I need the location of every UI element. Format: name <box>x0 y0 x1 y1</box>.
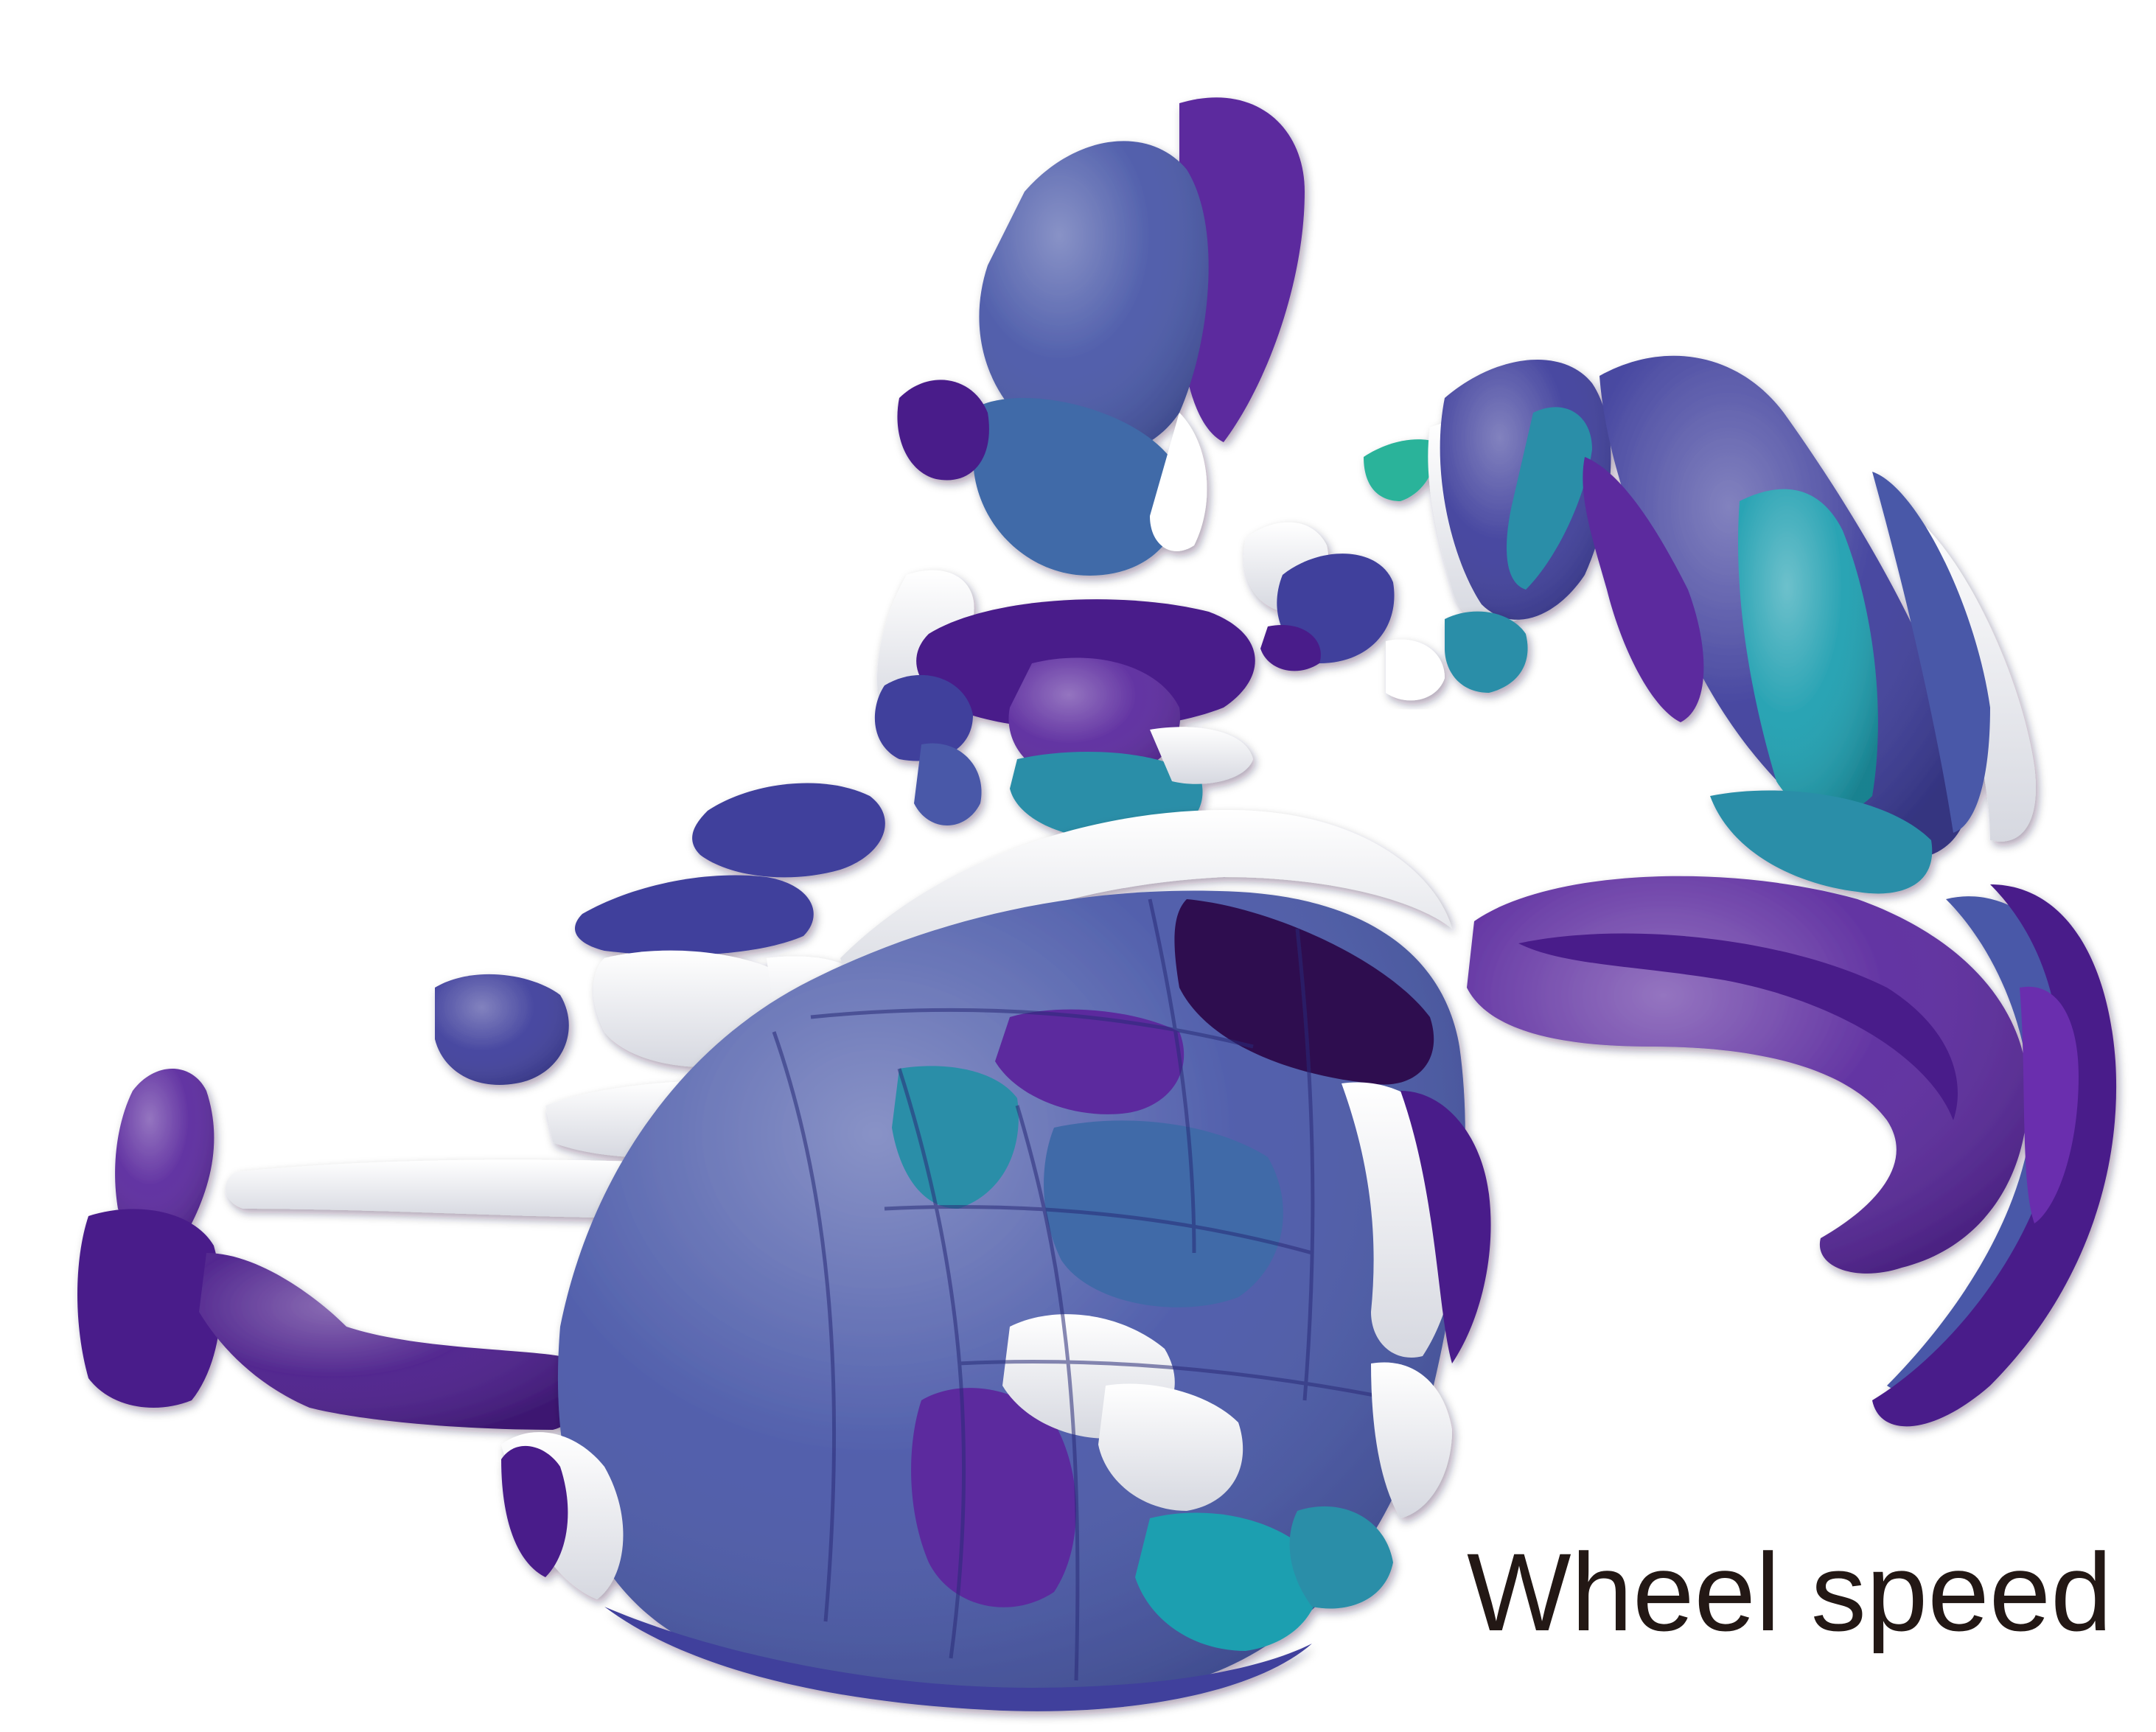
dome-purple-panel-1 <box>995 1009 1185 1114</box>
left-tail <box>77 1069 579 1430</box>
arch-base <box>1386 611 1528 701</box>
dome-white-rim-top <box>840 810 1452 1002</box>
top-left-tip <box>897 380 989 481</box>
caption-label: Wheel speed <box>1467 1530 2113 1654</box>
dome-left-purple <box>501 1445 568 1577</box>
mid-left-lobe <box>874 674 973 761</box>
middle-cluster <box>874 522 1395 840</box>
dome-dark-band-lower <box>604 1607 1312 1711</box>
right-arch <box>1364 355 2036 894</box>
upper-cluster <box>897 97 1305 576</box>
top-cap <box>1179 97 1305 442</box>
dome-aqua-panel <box>1135 1512 1321 1651</box>
tail-foot <box>77 1209 221 1408</box>
dome-violet-panel <box>911 1388 1076 1607</box>
arch-teal-1 <box>1507 407 1592 590</box>
hook-outer-purple <box>1872 884 2117 1427</box>
top-lower-lobe <box>973 398 1182 576</box>
dome-seams <box>772 898 1401 1681</box>
left-flat-1 <box>575 875 814 955</box>
arch-purple-strip <box>1583 457 1704 722</box>
central-dome <box>501 810 1491 1711</box>
dome-white-window-2 <box>1098 1383 1243 1511</box>
mid-white-ring <box>1150 727 1253 784</box>
arch-green <box>1364 439 1437 501</box>
hook-inner-ridge <box>1518 933 1958 1120</box>
dome-blue-panel-2 <box>1044 1120 1283 1307</box>
dome-teal-panel <box>892 1066 1019 1209</box>
right-hook <box>1467 876 2117 1427</box>
arch-dark-band <box>1872 472 1990 833</box>
left-flat-2 <box>692 783 885 878</box>
